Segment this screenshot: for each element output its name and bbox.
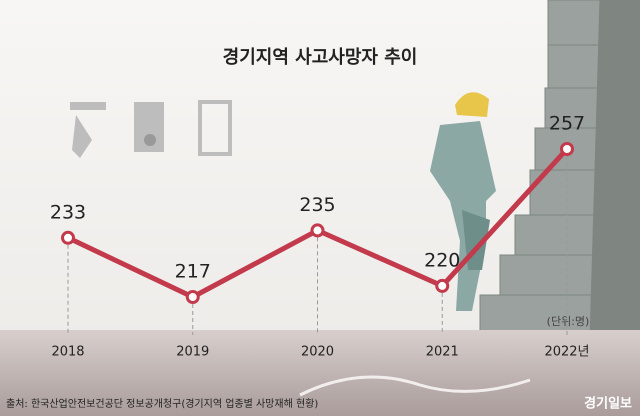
- point: [560, 142, 574, 156]
- source-note: 출처: 한국산업안전보건공단 정보공개청구(경기지역 업종별 사망재해 현황): [6, 397, 318, 410]
- point: [185, 290, 200, 304]
- point: [61, 230, 75, 245]
- chalk-outline: [299, 375, 531, 397]
- plot-area: 233 2018 217 2019 235 2020 220 2021 257 2022년: [50, 113, 590, 360]
- accident-icons: [70, 100, 232, 158]
- worker-illustration: [430, 92, 496, 311]
- unit-note: (단위:명): [547, 315, 590, 328]
- chart-title: 경기지역 사고사망자 추이: [223, 47, 418, 68]
- ground: [0, 330, 640, 416]
- x-tick-label: 2018: [51, 345, 84, 360]
- data-label: 235: [299, 194, 335, 216]
- data-label: 217: [175, 261, 211, 283]
- data-label: 257: [549, 113, 585, 135]
- logo: 경기일보: [584, 396, 632, 412]
- x-tick-label: 2019: [176, 345, 209, 360]
- x-tick-label: 2021: [426, 345, 459, 360]
- data-label: 233: [50, 201, 86, 223]
- data-label: 220: [424, 249, 460, 271]
- stairs-illustration: [479, 0, 640, 341]
- point: [310, 223, 325, 238]
- x-tick-label: 2022년: [544, 345, 589, 360]
- point: [435, 278, 450, 293]
- x-tick-label: 2020: [301, 345, 334, 360]
